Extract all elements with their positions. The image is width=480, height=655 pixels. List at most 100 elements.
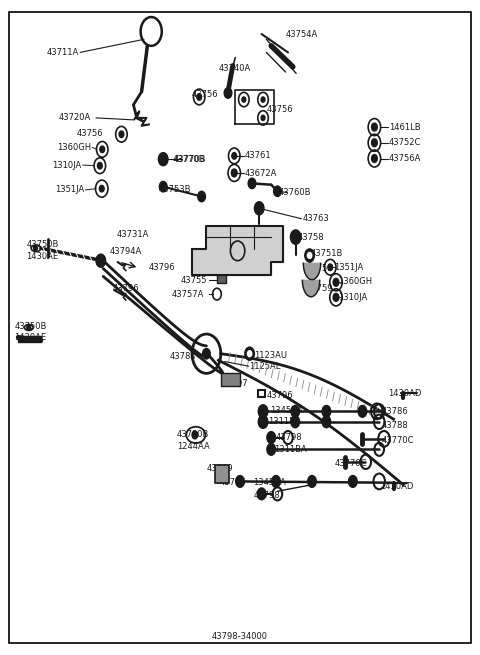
Circle shape (100, 146, 105, 153)
Text: 43756: 43756 (266, 105, 293, 114)
Polygon shape (303, 263, 321, 280)
Circle shape (34, 246, 37, 251)
Text: 1430AD: 1430AD (380, 481, 414, 491)
Text: 43770C: 43770C (382, 436, 415, 445)
Circle shape (322, 416, 331, 428)
Text: 43796: 43796 (149, 263, 175, 272)
Circle shape (261, 97, 265, 102)
Text: 43755: 43755 (181, 276, 207, 285)
Text: 43752C: 43752C (389, 138, 421, 147)
Circle shape (290, 230, 301, 244)
Circle shape (333, 293, 339, 301)
Text: 43770B: 43770B (174, 155, 206, 164)
Circle shape (203, 348, 210, 359)
Circle shape (267, 432, 276, 443)
Text: 43761: 43761 (245, 151, 271, 160)
Text: 43758: 43758 (298, 233, 324, 242)
Text: 1310JA: 1310JA (338, 293, 368, 302)
Circle shape (245, 347, 254, 360)
Circle shape (97, 162, 102, 169)
Circle shape (248, 351, 252, 356)
Text: 43790B: 43790B (177, 430, 209, 440)
Text: 1360GH: 1360GH (57, 143, 91, 152)
Text: 43770C: 43770C (335, 458, 368, 468)
Text: 43751B: 43751B (311, 249, 343, 258)
Text: 43759: 43759 (306, 284, 333, 293)
Text: 1430AE: 1430AE (26, 252, 59, 261)
Circle shape (328, 264, 333, 271)
Text: 43756: 43756 (192, 90, 218, 100)
Circle shape (248, 178, 256, 189)
Circle shape (348, 476, 357, 487)
Circle shape (333, 278, 339, 286)
Text: 43794A: 43794A (109, 247, 142, 256)
Text: 1125AL: 1125AL (249, 362, 280, 371)
Circle shape (261, 115, 265, 121)
Text: 43759: 43759 (306, 264, 333, 273)
Circle shape (291, 416, 300, 428)
Circle shape (372, 155, 377, 162)
Circle shape (99, 185, 104, 192)
Text: 43798: 43798 (276, 433, 302, 442)
Circle shape (258, 405, 268, 418)
Circle shape (242, 97, 246, 102)
Text: 1345CA: 1345CA (270, 405, 302, 415)
Text: 43770B: 43770B (173, 155, 205, 164)
Text: 43756: 43756 (77, 129, 103, 138)
Text: 1345CA: 1345CA (253, 477, 286, 487)
Bar (215, 465, 229, 483)
Text: 43720A: 43720A (59, 113, 91, 122)
Circle shape (158, 153, 168, 166)
Circle shape (322, 405, 331, 417)
Circle shape (257, 488, 266, 500)
Text: 43754A: 43754A (286, 29, 318, 39)
Text: 1311BA: 1311BA (268, 417, 300, 426)
Bar (217, 275, 226, 283)
Text: 43798-34000: 43798-34000 (212, 631, 268, 641)
Circle shape (305, 249, 314, 262)
Text: 43753B: 43753B (158, 185, 191, 195)
Circle shape (274, 186, 281, 196)
Circle shape (197, 94, 202, 100)
Text: 1461LB: 1461LB (389, 122, 420, 132)
Polygon shape (302, 280, 320, 297)
Bar (221, 373, 240, 386)
Circle shape (27, 325, 31, 330)
Circle shape (358, 405, 367, 417)
Text: 43796: 43796 (220, 477, 246, 487)
Text: 1310JA: 1310JA (52, 160, 82, 170)
Circle shape (272, 476, 280, 487)
Text: 1360GH: 1360GH (338, 277, 372, 286)
Text: 43798: 43798 (253, 491, 280, 500)
Circle shape (119, 131, 124, 138)
Text: 43784: 43784 (169, 352, 196, 361)
Circle shape (258, 415, 268, 428)
Circle shape (307, 252, 312, 258)
Text: 43760B: 43760B (278, 188, 311, 197)
Text: 43711A: 43711A (47, 48, 79, 57)
Text: 43796: 43796 (266, 391, 293, 400)
Text: 1430AE: 1430AE (14, 333, 47, 343)
Text: 43672A: 43672A (245, 169, 277, 178)
Circle shape (308, 476, 316, 487)
Text: 43763: 43763 (302, 214, 329, 223)
Text: 43796: 43796 (113, 284, 139, 293)
Text: 43788: 43788 (382, 421, 409, 430)
Text: 1311BA: 1311BA (274, 445, 306, 455)
Text: 43756A: 43756A (389, 154, 421, 163)
Text: 43740A: 43740A (218, 64, 251, 73)
Circle shape (198, 191, 205, 202)
Circle shape (372, 139, 377, 147)
Text: 1244AA: 1244AA (177, 442, 209, 451)
Polygon shape (18, 336, 41, 342)
Circle shape (224, 88, 232, 98)
Polygon shape (192, 226, 283, 275)
Text: 43750B: 43750B (26, 240, 59, 250)
Circle shape (96, 254, 106, 267)
Text: 43786: 43786 (382, 407, 409, 416)
Text: 43757A: 43757A (171, 290, 204, 299)
Text: 1430AD: 1430AD (388, 388, 421, 398)
Circle shape (232, 153, 237, 159)
Circle shape (372, 123, 377, 131)
Circle shape (192, 431, 198, 439)
